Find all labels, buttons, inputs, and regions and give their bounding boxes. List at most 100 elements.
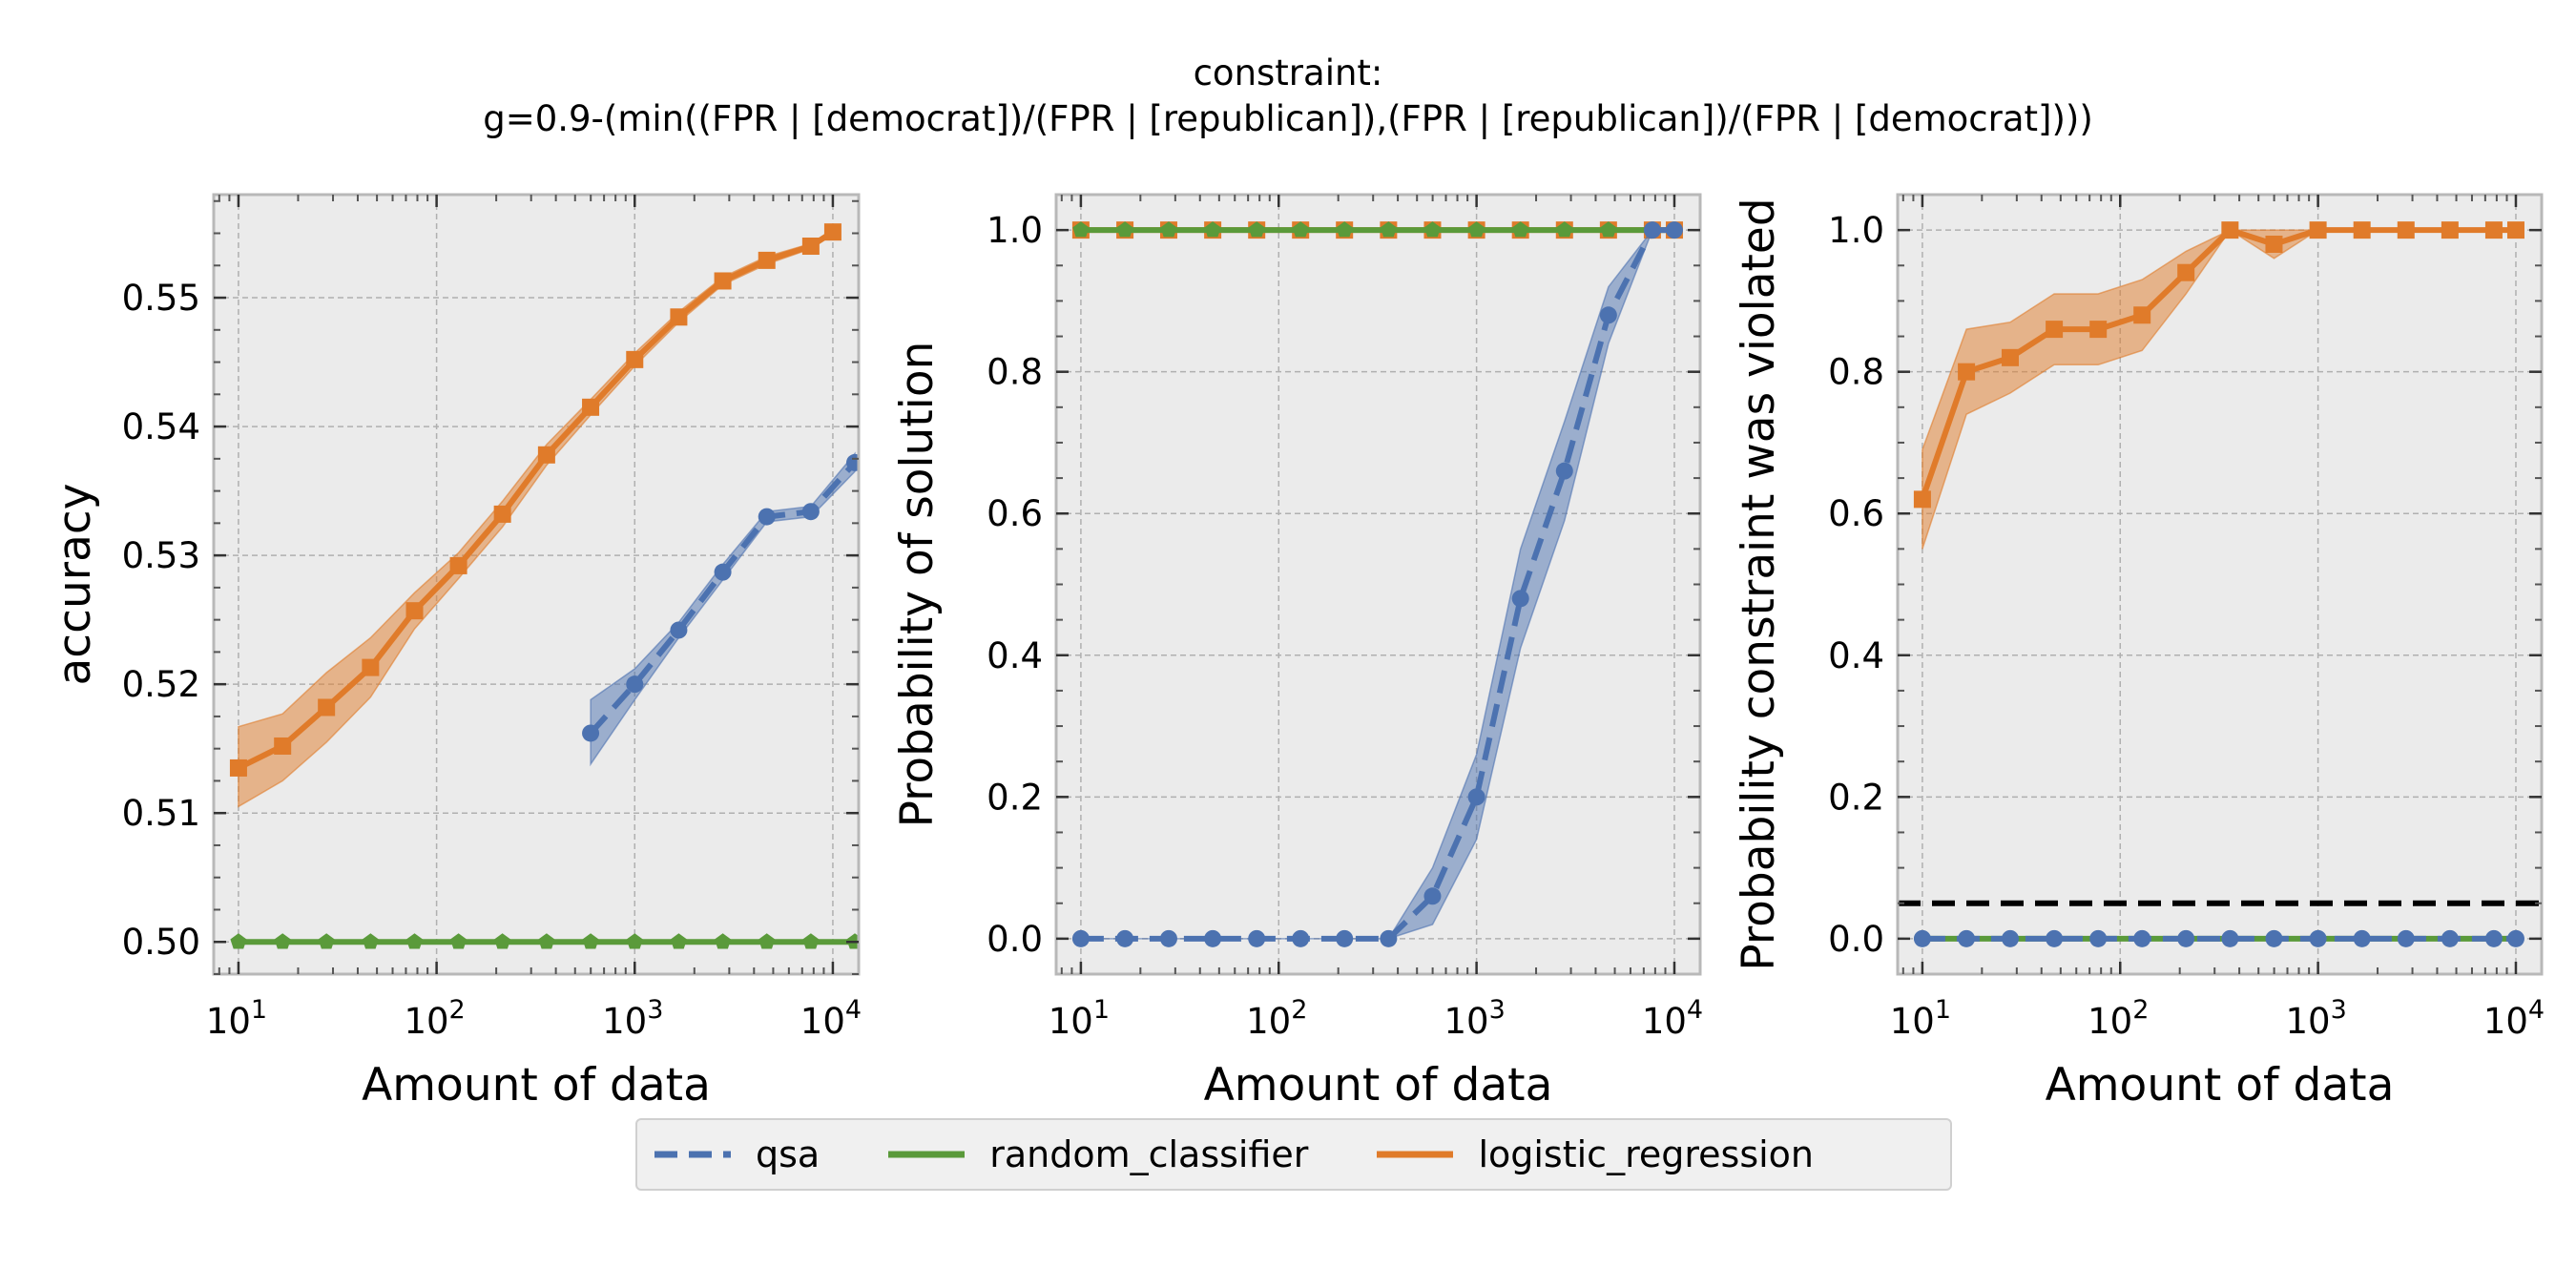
data-point-qsa	[714, 563, 732, 581]
data-point-logistic-regression	[801, 238, 820, 256]
y-tick-label: 0.2	[987, 777, 1043, 818]
data-point-random-classifier	[1380, 221, 1397, 238]
data-point-qsa	[1511, 590, 1529, 608]
y-tick-label: 0.51	[122, 793, 200, 834]
data-point-qsa	[758, 508, 776, 526]
data-point-logistic-regression	[449, 556, 467, 574]
y-tick-label: 0.53	[122, 535, 200, 576]
x-tick-label: 103	[1444, 995, 1505, 1042]
data-point-logistic-regression	[2309, 221, 2327, 239]
data-point-qsa	[1423, 887, 1442, 905]
data-point-random-classifier	[715, 933, 732, 949]
data-point-random-classifier	[1160, 221, 1177, 238]
data-point-random-classifier	[1248, 221, 1265, 238]
data-point-random-classifier	[1336, 221, 1353, 238]
data-point-logistic-regression	[362, 658, 380, 676]
y-tick-label: 1.0	[987, 210, 1043, 251]
data-point-qsa	[801, 503, 820, 521]
data-point-random-classifier	[626, 933, 643, 949]
y-tick-label: 1.0	[1828, 210, 1884, 251]
panel-2: 101 102 103 104 0.0 0.2 0.4 0.6 0.8 1.0 Amount of …	[891, 193, 1703, 1111]
x-axis-label: Amount of data	[2046, 1059, 2395, 1111]
data-point-logistic-regression	[758, 251, 776, 269]
data-point-qsa	[1665, 221, 1683, 239]
data-point-qsa	[1292, 929, 1310, 947]
y-tick-label: 0.4	[987, 635, 1043, 676]
x-axis-label: Amount of data	[1204, 1059, 1553, 1111]
legend: qsa random_classifier logistic_regressio…	[635, 1118, 1952, 1191]
data-point-logistic-regression	[2133, 306, 2151, 324]
data-point-qsa	[2397, 929, 2415, 947]
data-point-random-classifier	[450, 933, 467, 949]
data-point-random-classifier	[538, 933, 555, 949]
data-point-random-classifier	[1423, 221, 1441, 238]
y-tick-label: 0.2	[1828, 777, 1884, 818]
panel-1: 101 102 103 104 0.50 0.51 0.52 0.53 0.54 0.55 Amou…	[49, 193, 862, 1111]
y-tick-label: 0.50	[122, 922, 200, 963]
x-tick-label: 103	[2285, 995, 2346, 1042]
data-point-logistic-regression	[2089, 321, 2108, 339]
data-point-qsa	[2265, 929, 2283, 947]
data-point-logistic-regression	[537, 446, 555, 464]
x-tick-label: 103	[602, 995, 663, 1042]
y-axis-label: Probability of solution	[891, 342, 944, 828]
data-point-random-classifier	[758, 933, 776, 949]
data-point-random-classifier	[1468, 221, 1485, 238]
y-tick-label: 0.52	[122, 664, 200, 705]
data-point-logistic-regression	[2221, 221, 2239, 239]
data-point-qsa	[2177, 929, 2195, 947]
plot-frame	[212, 193, 861, 976]
data-point-qsa	[1071, 929, 1090, 947]
figure-title-line1: constraint:	[1193, 52, 1383, 93]
data-point-random-classifier	[1600, 221, 1617, 238]
data-point-qsa	[1336, 929, 1354, 947]
data-layer	[1898, 221, 2542, 947]
data-point-random-classifier	[405, 933, 424, 949]
data-point-qsa	[1204, 929, 1222, 947]
data-point-logistic-regression	[2265, 235, 2283, 253]
data-point-qsa	[846, 453, 859, 471]
y-tick-label: 0.0	[987, 919, 1043, 960]
x-tick-label: 104	[800, 995, 862, 1042]
data-point-logistic-regression	[493, 505, 511, 523]
data-point-random-classifier	[362, 933, 379, 949]
data-point-logistic-regression	[2484, 221, 2503, 239]
data-point-qsa	[1958, 929, 1976, 947]
data-point-qsa	[1467, 788, 1485, 806]
x-axis-label: Amount of data	[362, 1059, 711, 1111]
data-point-logistic-regression	[2177, 263, 2195, 281]
data-layer	[229, 223, 859, 949]
data-point-qsa	[1555, 462, 1573, 480]
confidence-band-qsa	[1080, 229, 1674, 940]
data-point-random-classifier	[582, 933, 599, 949]
legend-item-logistic-regression: logistic_regression	[1377, 1133, 1814, 1175]
data-point-random-classifier	[230, 933, 247, 949]
data-point-random-classifier	[494, 933, 511, 949]
legend-label-qsa: qsa	[756, 1133, 821, 1175]
y-tick-label: 0.4	[1828, 635, 1884, 676]
data-point-logistic-regression	[670, 308, 688, 326]
data-point-logistic-regression	[405, 602, 424, 620]
legend-item-qsa: qsa	[654, 1133, 820, 1175]
x-tick-label: 102	[2088, 995, 2149, 1042]
data-point-logistic-regression	[1913, 490, 1931, 509]
data-point-qsa	[1599, 306, 1617, 324]
data-point-qsa	[2133, 929, 2151, 947]
x-tick-label: 104	[1642, 995, 1703, 1042]
data-point-logistic-regression	[2001, 348, 2019, 366]
x-tick-label: 102	[1246, 995, 1307, 1042]
data-point-qsa	[2309, 929, 2327, 947]
confidence-band-qsa	[590, 451, 856, 767]
data-point-qsa	[2353, 929, 2371, 947]
data-point-random-classifier	[1556, 221, 1573, 238]
data-point-qsa	[2046, 929, 2064, 947]
data-point-logistic-regression	[626, 350, 644, 368]
data-point-logistic-regression	[1958, 363, 1976, 381]
data-point-random-classifier	[670, 933, 687, 949]
x-tick-label: 104	[2483, 995, 2545, 1042]
x-tick-label: 101	[206, 995, 267, 1042]
data-point-qsa	[2484, 929, 2503, 947]
data-point-random-classifier	[1116, 221, 1133, 238]
data-layer	[1071, 221, 1683, 947]
